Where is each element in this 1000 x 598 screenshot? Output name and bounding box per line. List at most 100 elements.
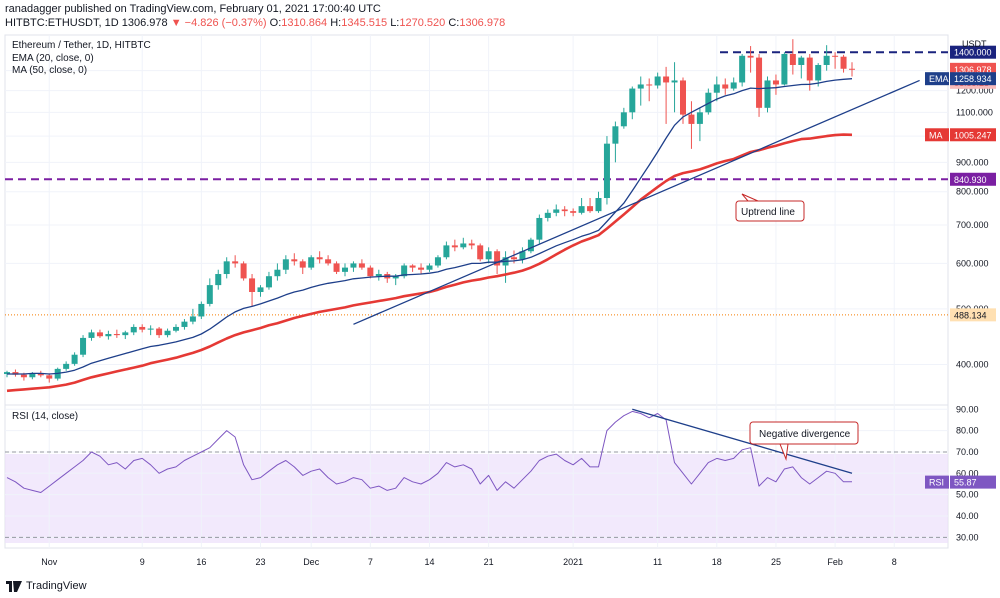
header-bar: ranadagger published on TradingView.com,… <box>0 0 1000 32</box>
candle <box>612 121 619 163</box>
rsi-tick-label: 40.00 <box>956 511 979 521</box>
price-tick-label: 700.000 <box>956 220 989 230</box>
candle-body <box>434 257 441 266</box>
candle-body <box>71 354 78 364</box>
tradingview-logo[interactable]: TradingView <box>6 580 87 592</box>
candle-body <box>409 265 416 268</box>
candle-body <box>637 84 644 89</box>
candle <box>71 352 78 366</box>
candle <box>122 330 129 340</box>
footer: TradingView <box>0 576 1000 598</box>
candle <box>849 62 855 77</box>
candle <box>96 329 103 338</box>
ema-price-tag-text: 1258.934 <box>954 74 992 84</box>
candle-body <box>722 84 729 89</box>
candle <box>282 255 289 275</box>
candle-body <box>578 206 585 213</box>
candle <box>206 278 213 307</box>
time-tick-label: 8 <box>892 557 897 567</box>
candle-body <box>705 92 712 113</box>
ema-name-tag-text: EMA <box>929 74 949 84</box>
candle-body <box>527 239 534 252</box>
candle-body <box>756 57 763 108</box>
candle <box>299 259 306 275</box>
candle <box>578 198 585 215</box>
candle <box>147 325 154 336</box>
candle <box>561 206 568 217</box>
candle <box>688 101 695 149</box>
ema-legend: EMA (20, close, 0) <box>12 53 94 64</box>
candle-body <box>815 64 822 81</box>
candle-body <box>494 251 501 266</box>
ma-name-tag-bg <box>925 128 949 142</box>
time-tick-label: Feb <box>827 557 843 567</box>
low-level-price-tag-bg <box>950 308 996 322</box>
candle-body <box>485 251 492 260</box>
candle <box>409 264 416 272</box>
candle <box>375 269 382 281</box>
candle <box>257 285 264 297</box>
candle-body <box>832 55 839 57</box>
candle-body <box>451 245 458 248</box>
candle <box>637 76 644 106</box>
brand-label: TradingView <box>26 580 87 592</box>
candle-body <box>688 114 695 124</box>
rsi-legend: RSI (14, close) <box>12 411 78 422</box>
candle <box>553 204 560 217</box>
candle <box>80 335 87 358</box>
candle-body <box>477 245 484 260</box>
chart-area[interactable]: 400.000500.000600.000700.000800.000900.0… <box>0 32 1000 576</box>
candle <box>130 324 137 336</box>
candle <box>739 53 746 87</box>
candle-body <box>561 209 568 212</box>
candle <box>570 208 577 217</box>
candle-body <box>553 209 560 213</box>
rsi-tick-label: 60.00 <box>956 468 979 478</box>
candle-body <box>96 332 103 337</box>
candle-body <box>840 56 847 69</box>
ema-name-tag-bg <box>925 72 949 86</box>
candle <box>164 328 171 338</box>
candle-body <box>570 211 577 213</box>
candle <box>722 78 729 95</box>
candle-body <box>663 76 670 83</box>
candle <box>308 255 315 270</box>
candle-body <box>587 206 594 212</box>
open-value: 1310.864 <box>281 17 328 29</box>
chart-title: Ethereum / Tether, 1D, HITBTC <box>12 40 151 51</box>
ma-price-tag: 1005.247 <box>950 128 996 142</box>
resistance-price-tag: 1400.000 <box>950 45 996 59</box>
candle <box>401 263 408 279</box>
candle-body <box>20 374 27 378</box>
candle <box>485 247 492 264</box>
candle-body <box>511 257 517 260</box>
candle-body <box>823 55 830 65</box>
high-label: H: <box>330 17 342 29</box>
candle-body <box>46 375 53 379</box>
candle <box>240 261 247 281</box>
candle <box>527 237 534 254</box>
candle <box>772 74 779 95</box>
candle-body <box>113 334 120 336</box>
candle <box>113 329 120 338</box>
candle-body <box>418 267 425 270</box>
candle <box>274 263 281 281</box>
candle <box>418 263 425 275</box>
candle <box>477 243 484 262</box>
ma-name-tag: MA <box>925 128 949 142</box>
candle <box>713 76 720 102</box>
candle <box>654 72 661 89</box>
price-change: ▼ −4.826 (−0.37%) <box>170 17 267 29</box>
candle <box>265 271 272 290</box>
low-label: L: <box>390 17 400 29</box>
candle-body <box>595 198 602 212</box>
uptrend-line <box>353 79 920 325</box>
candle <box>806 53 813 91</box>
candle <box>156 326 163 338</box>
candle-body <box>603 143 610 199</box>
candle <box>88 329 95 341</box>
candle <box>426 263 433 272</box>
candle-body <box>282 259 289 270</box>
candle-body <box>29 373 36 378</box>
candle-body <box>316 257 323 260</box>
